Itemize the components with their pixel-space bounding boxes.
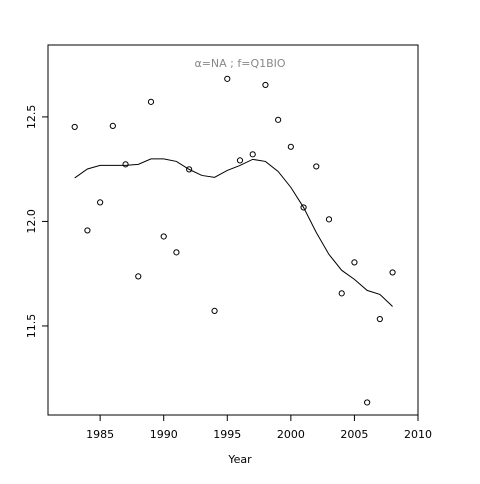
- point: [211, 307, 218, 314]
- point: [122, 161, 129, 168]
- point: [109, 122, 116, 129]
- point: [160, 233, 167, 240]
- x-tick-label: 2005: [340, 428, 368, 441]
- point: [135, 273, 142, 280]
- point: [186, 166, 193, 173]
- point: [236, 157, 244, 164]
- plot-box: [47, 44, 419, 416]
- point: [249, 151, 256, 158]
- x-tick-label: 1990: [150, 428, 178, 441]
- chart-title: α=NA ; f=Q1BIO: [194, 57, 285, 70]
- point: [97, 199, 104, 206]
- smooth-line: [74, 158, 393, 307]
- point: [300, 204, 307, 211]
- x-tick-label: 2000: [277, 428, 305, 441]
- point: [389, 269, 396, 276]
- y-tick-label: 11.5: [25, 314, 38, 339]
- y-tick-label: 12.5: [25, 105, 38, 130]
- x-tick-label: 1995: [213, 428, 241, 441]
- point: [224, 75, 231, 82]
- point: [71, 123, 78, 131]
- point: [364, 399, 371, 406]
- x-tick-label: 1985: [86, 428, 114, 441]
- x-axis-label: Year: [227, 453, 252, 466]
- point: [313, 163, 320, 170]
- point: [147, 98, 155, 105]
- point: [287, 143, 294, 150]
- point: [262, 81, 269, 89]
- point: [376, 315, 383, 323]
- point: [84, 227, 91, 234]
- point: [275, 116, 282, 123]
- point: [325, 216, 333, 223]
- x-tick-label: 2010: [404, 428, 432, 441]
- point: [173, 249, 180, 256]
- y-tick-label: 12.0: [25, 209, 38, 234]
- point: [338, 290, 345, 297]
- point: [351, 259, 358, 266]
